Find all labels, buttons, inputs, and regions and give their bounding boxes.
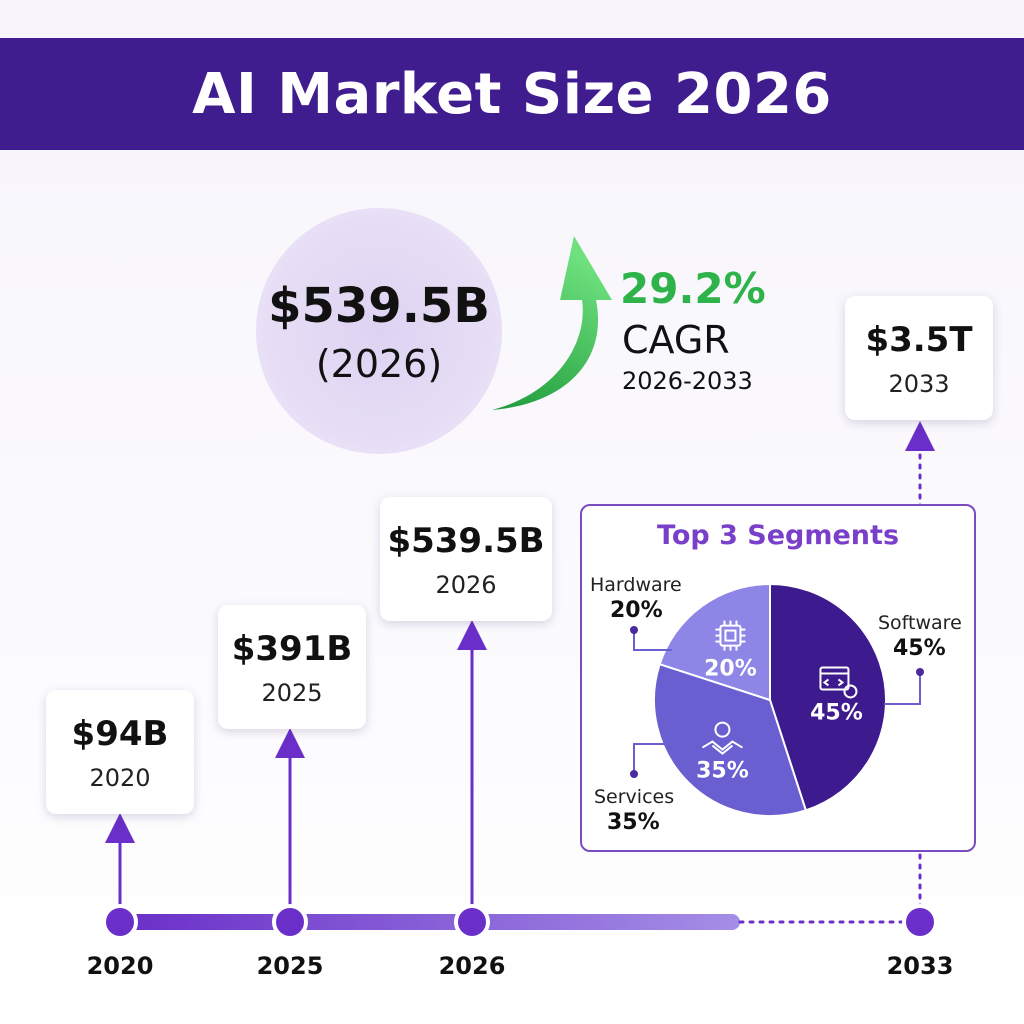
value-card-amount: $391B: [231, 629, 353, 669]
value-card-year: 2033: [888, 370, 950, 398]
x-tick-label-2033: 2033: [886, 952, 954, 980]
value-card-amount: $94B: [71, 714, 169, 754]
cagr-label: CAGR: [622, 318, 730, 362]
header-banner: AI Market Size 2026: [0, 38, 1024, 150]
segment-percent-hardware: 20%: [610, 598, 663, 623]
value-card-2020: $94B 2020: [46, 690, 194, 814]
code-gear-icon: [819, 666, 858, 699]
pie-slice-hardware: [658, 582, 771, 702]
pie-slice-software: [769, 582, 887, 812]
leader-dot-software: [916, 668, 924, 676]
cagr-percent: 29.2%: [620, 264, 766, 313]
pie-slice-label-hardware: 20%: [704, 657, 757, 682]
page-title: AI Market Size 2026: [192, 61, 832, 127]
value-card-year: 2020: [89, 764, 151, 792]
segment-name-hardware: Hardware: [590, 574, 682, 596]
x-tick-label-2026: 2026: [438, 952, 506, 980]
segments-title: Top 3 Segments: [656, 520, 900, 551]
growth-arrow-icon: [492, 236, 612, 410]
chip-icon: [715, 620, 746, 651]
leader-line-software: [884, 672, 921, 705]
value-card-year: 2025: [261, 679, 323, 707]
timeline-node-2026: [454, 904, 490, 940]
segment-percent-services: 35%: [607, 810, 660, 835]
leader-dot-hardware: [630, 626, 638, 634]
x-tick-label-2025: 2025: [256, 952, 324, 980]
pie-slice-services: [653, 662, 808, 817]
hero-halo: [256, 208, 502, 454]
value-card-amount: $3.5T: [865, 320, 973, 360]
value-card-2026: $539.5B 2026: [380, 497, 552, 621]
handshake-icon: [701, 721, 743, 755]
value-card-2025: $391B 2025: [218, 605, 366, 729]
segment-name-services: Services: [594, 786, 675, 808]
timeline-node-2025: [272, 904, 308, 940]
x-tick-label-2020: 2020: [86, 952, 154, 980]
value-card-2033: $3.5T 2033: [845, 296, 993, 420]
segment-name-software: Software: [878, 612, 962, 634]
value-card-amount: $539.5B: [387, 521, 545, 561]
pie-slice-label-services: 35%: [696, 759, 749, 784]
hero-value: $539.5B: [268, 278, 490, 334]
timeline-node-2020: [102, 904, 138, 940]
hero-year: (2026): [315, 342, 443, 386]
value-card-year: 2026: [435, 571, 497, 599]
timeline-node-2033: [902, 904, 938, 940]
leader-line-services: [633, 743, 692, 774]
leader-dot-services: [630, 770, 638, 778]
leader-line-hardware: [633, 630, 672, 651]
pie-slice-label-software: 45%: [810, 700, 863, 725]
segment-percent-software: 45%: [893, 636, 946, 661]
cagr-range: 2026-2033: [622, 367, 753, 395]
